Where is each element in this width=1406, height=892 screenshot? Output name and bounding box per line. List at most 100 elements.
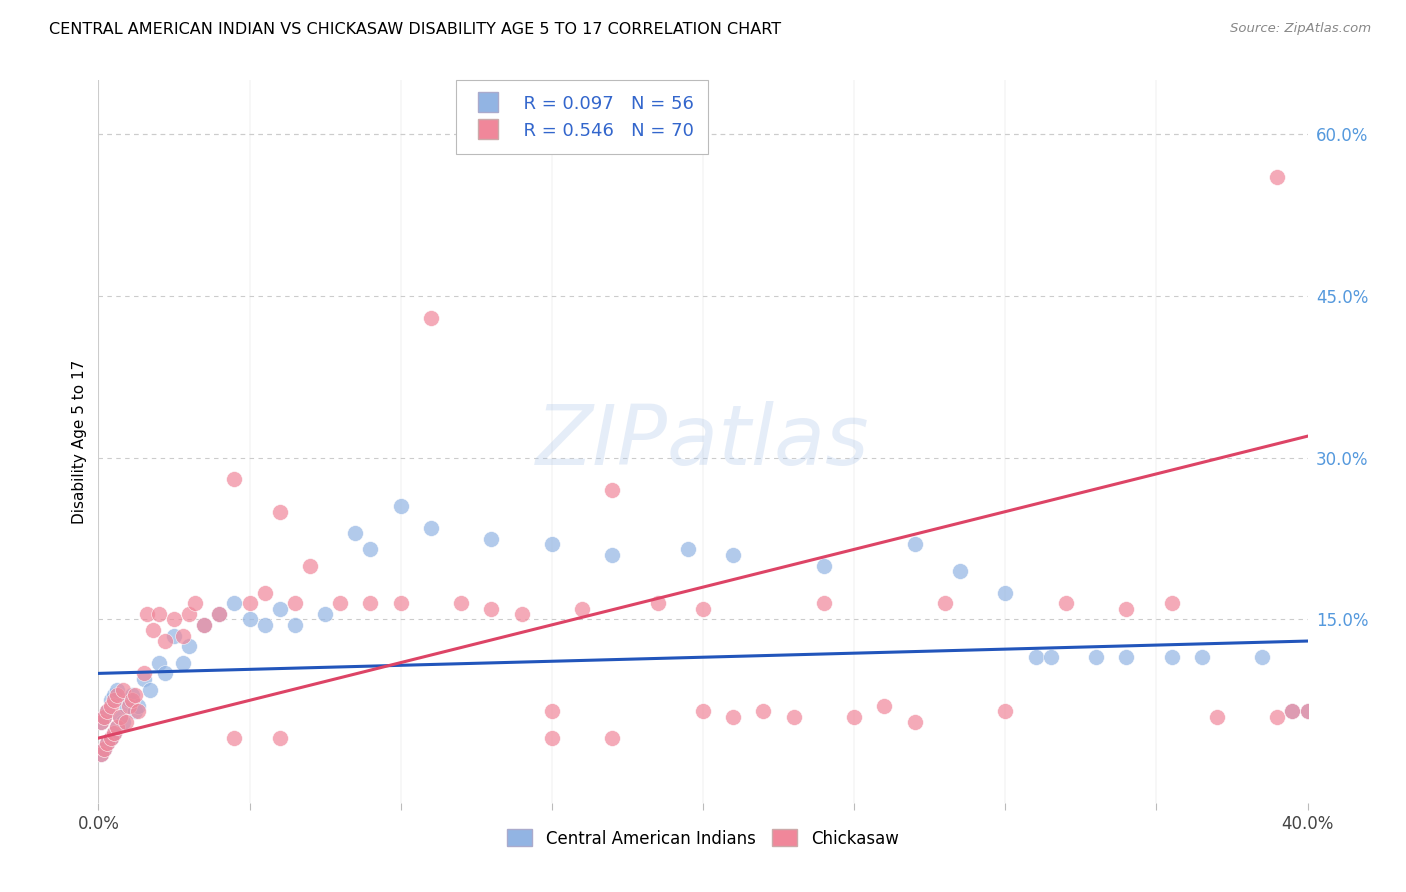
Point — [1251, 650, 1274, 665]
Point — [114, 714, 136, 729]
Point — [783, 709, 806, 723]
Point — [96, 704, 118, 718]
Point — [208, 607, 231, 621]
Point — [118, 693, 141, 707]
Point — [100, 698, 122, 713]
Point — [1296, 704, 1319, 718]
Point — [111, 682, 134, 697]
Point — [132, 666, 155, 681]
Point — [179, 607, 201, 621]
Point — [813, 596, 835, 610]
Point — [692, 704, 714, 718]
Point — [121, 693, 143, 707]
Point — [153, 666, 176, 681]
Point — [103, 688, 125, 702]
Point — [949, 564, 972, 578]
Point — [1160, 650, 1182, 665]
Point — [481, 532, 503, 546]
Point — [111, 714, 134, 729]
Point — [540, 704, 562, 718]
Point — [269, 505, 291, 519]
Point — [723, 548, 745, 562]
Point — [752, 704, 775, 718]
Point — [108, 709, 131, 723]
Point — [93, 742, 115, 756]
Point — [153, 634, 176, 648]
Point — [1054, 596, 1077, 610]
Point — [1191, 650, 1213, 665]
Point — [360, 596, 382, 610]
Point — [172, 656, 194, 670]
Point — [121, 688, 143, 702]
Point — [163, 612, 186, 626]
Point — [132, 672, 155, 686]
Point — [540, 731, 562, 745]
Point — [172, 629, 194, 643]
Point — [723, 709, 745, 723]
Point — [105, 720, 128, 734]
Point — [253, 585, 276, 599]
Point — [1296, 704, 1319, 718]
Point — [96, 704, 118, 718]
Point — [994, 704, 1017, 718]
Point — [602, 548, 624, 562]
Point — [184, 596, 207, 610]
Point — [420, 521, 443, 535]
Point — [148, 656, 170, 670]
Point — [647, 596, 669, 610]
Point — [844, 709, 866, 723]
Point — [208, 607, 231, 621]
Point — [450, 596, 472, 610]
Point — [360, 542, 382, 557]
Point — [103, 693, 125, 707]
Y-axis label: Disability Age 5 to 17: Disability Age 5 to 17 — [72, 359, 87, 524]
Point — [571, 601, 593, 615]
Point — [90, 747, 112, 762]
Point — [108, 709, 131, 723]
Point — [904, 537, 927, 551]
Point — [100, 731, 122, 745]
Point — [253, 618, 276, 632]
Point — [1281, 704, 1303, 718]
Point — [105, 720, 128, 734]
Point — [139, 682, 162, 697]
Point — [1206, 709, 1229, 723]
Point — [105, 688, 128, 702]
Point — [179, 640, 201, 654]
Point — [934, 596, 956, 610]
Point — [96, 737, 118, 751]
Point — [602, 483, 624, 497]
Point — [224, 472, 246, 486]
Point — [142, 624, 165, 638]
Point — [1115, 601, 1137, 615]
Point — [1024, 650, 1046, 665]
Legend: Central American Indians, Chickasaw: Central American Indians, Chickasaw — [499, 821, 907, 856]
Point — [93, 742, 115, 756]
Point — [93, 709, 115, 723]
Point — [994, 585, 1017, 599]
Point — [90, 714, 112, 729]
Point — [239, 612, 262, 626]
Point — [114, 698, 136, 713]
Point — [692, 601, 714, 615]
Point — [510, 607, 533, 621]
Point — [124, 704, 146, 718]
Point — [329, 596, 352, 610]
Point — [904, 714, 927, 729]
Point — [481, 601, 503, 615]
Point — [127, 698, 149, 713]
Point — [93, 709, 115, 723]
Point — [344, 526, 367, 541]
Point — [269, 731, 291, 745]
Point — [299, 558, 322, 573]
Point — [389, 596, 412, 610]
Point — [1160, 596, 1182, 610]
Point — [100, 731, 122, 745]
Point — [103, 725, 125, 739]
Point — [602, 731, 624, 745]
Point — [676, 542, 699, 557]
Point — [90, 714, 112, 729]
Text: CENTRAL AMERICAN INDIAN VS CHICKASAW DISABILITY AGE 5 TO 17 CORRELATION CHART: CENTRAL AMERICAN INDIAN VS CHICKASAW DIS… — [49, 22, 782, 37]
Point — [314, 607, 336, 621]
Point — [105, 682, 128, 697]
